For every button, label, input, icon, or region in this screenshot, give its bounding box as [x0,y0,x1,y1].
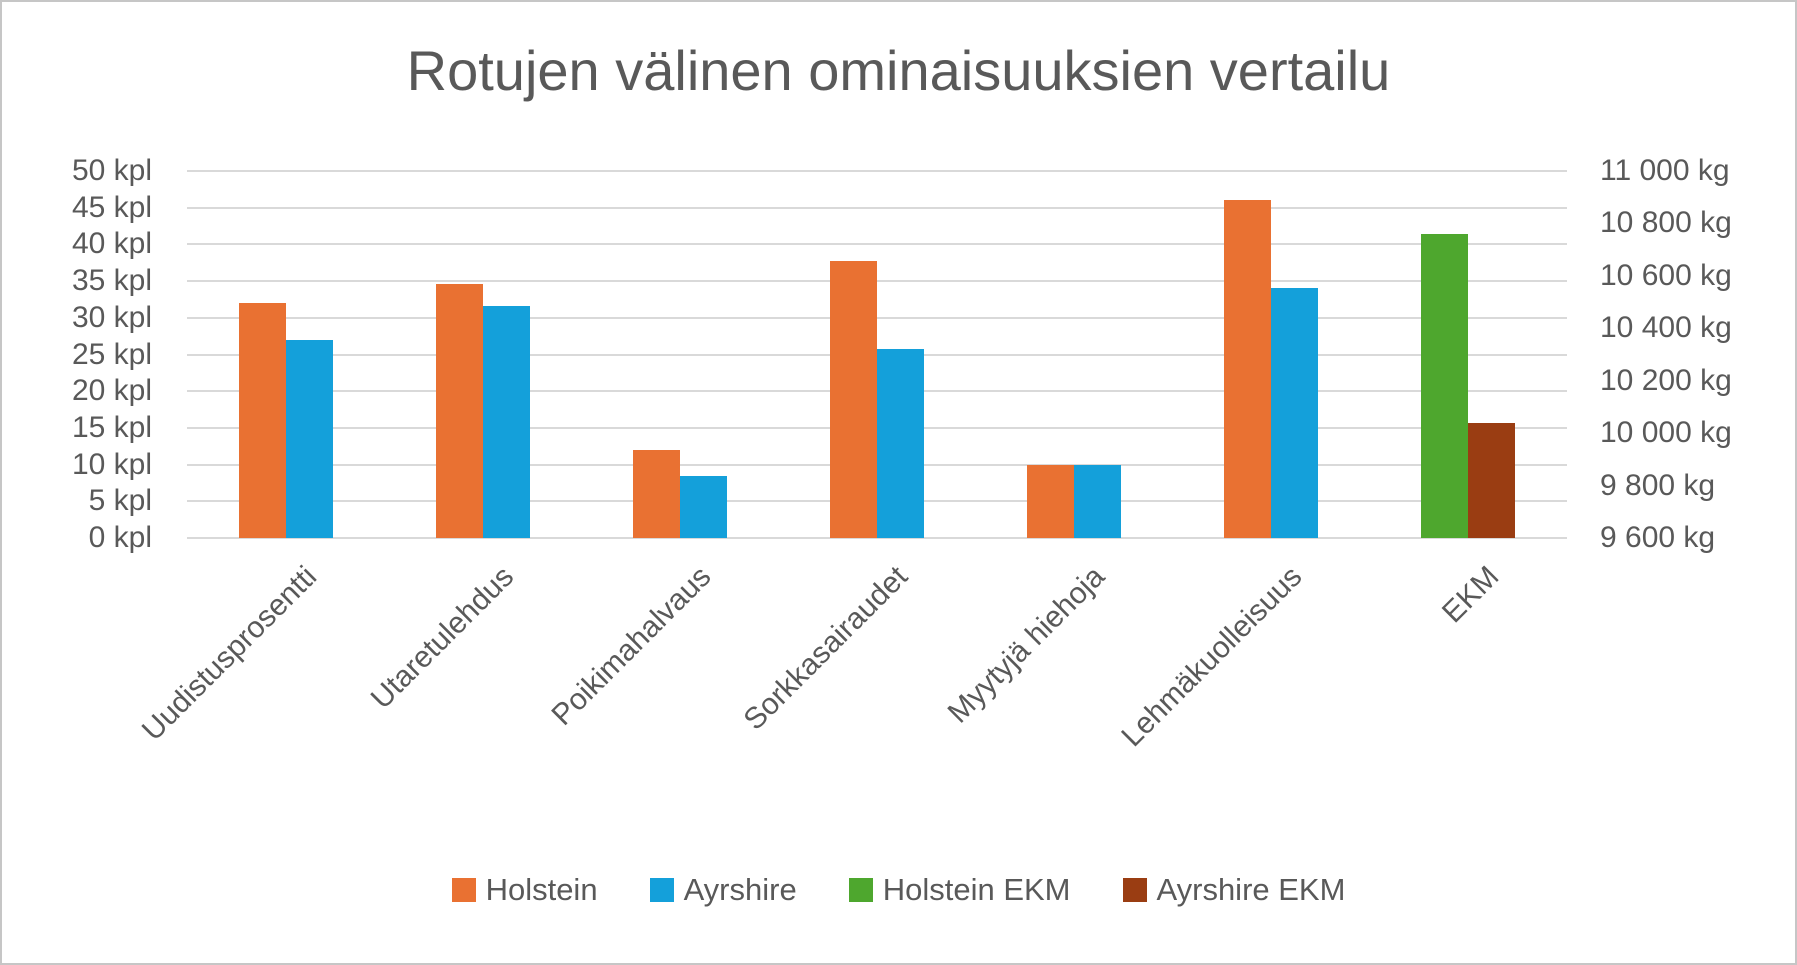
legend-label: Holstein EKM [882,872,1071,907]
y-axis-tick-label: 20 kpl [71,374,152,408]
y-axis-tick-label: 5 kpl [88,484,152,518]
bar-ayrshire-ekm [1468,423,1516,538]
x-axis-category-label: Poikimahalvaus [545,560,718,732]
gridline [187,280,1567,283]
y-axis-tick-label: 50 kpl [71,154,152,187]
x-axis-category-label: Myytyjä hiehoja [941,560,1112,730]
right-axis-tick-label: 10 400 kg [1600,311,1732,345]
y-axis-tick-label: 35 kpl [71,264,152,298]
bar-holstein [1224,200,1272,538]
bar-holstein [238,303,286,538]
legend-item: Holstein EKM [848,872,1071,908]
bar-ayrshire [877,349,924,538]
x-axis-category-label: Uudistusprosentti [135,560,323,748]
x-axis-category-label: Lehmäkuolleisuus [1115,560,1309,754]
y-axis-tick-label: 30 kpl [71,300,152,334]
right-axis-tick-label: 10 600 kg [1600,258,1732,292]
legend: Holstein Ayrshire Holstein EKM Ayrshire EKM [2,872,1795,908]
legend-item: Ayrshire [649,872,797,908]
plot-area [187,170,1567,539]
legend-label: Ayrshire [683,872,797,907]
right-axis-tick-label: 10 000 kg [1600,416,1732,450]
x-axis-category-label: Sorkkasairaudet [737,560,915,737]
chart-title: Rotujen välinen ominaisuuksien vertailu [406,39,1391,102]
bar-ayrshire [1271,288,1319,538]
gridline [187,170,1567,172]
y-axis-tick-label: 45 kpl [71,190,152,224]
gridline [187,243,1567,246]
y-axis-tick-label: 40 kpl [71,227,152,261]
bar-ayrshire [679,476,727,538]
y-axis-tick-label: 0 kpl [88,521,152,554]
gridline [187,316,1567,319]
right-axis-tick-label: 11 000 kg [1600,154,1730,187]
legend-label: Holstein [485,872,598,907]
bar-holstein [632,450,680,538]
legend-swatch-ayrshire-ekm [1122,878,1147,902]
bar-holstein [435,284,483,538]
legend-label: Ayrshire EKM [1156,872,1346,907]
bar-holstein [830,261,877,538]
x-axis-category-label: EKM [1436,560,1506,630]
bar-holstein-ekm [1421,234,1469,538]
right-axis-tick-label: 9 600 kg [1600,521,1716,554]
right-axis-tick-label: 10 200 kg [1600,363,1732,397]
y-axis-tick-label: 15 kpl [71,410,152,444]
legend-swatch-holstein [451,878,476,902]
gridline [187,206,1567,209]
x-axis-category-label: Utaretulehdus [364,560,521,716]
right-axis-tick-label: 9 800 kg [1600,468,1716,502]
bar-ayrshire [1074,465,1122,538]
gridline [187,537,1567,539]
legend-item: Holstein [451,872,598,908]
right-axis-tick-label: 10 800 kg [1600,206,1732,240]
bar-ayrshire [482,306,530,538]
bar-holstein [1027,465,1075,538]
y-axis-tick-label: 25 kpl [71,337,152,371]
bar-ayrshire [285,340,333,538]
legend-swatch-holstein-ekm [848,878,873,902]
y-axis-tick-label: 10 kpl [71,447,152,481]
legend-item: Ayrshire EKM [1122,872,1346,908]
legend-swatch-ayrshire [649,878,674,902]
